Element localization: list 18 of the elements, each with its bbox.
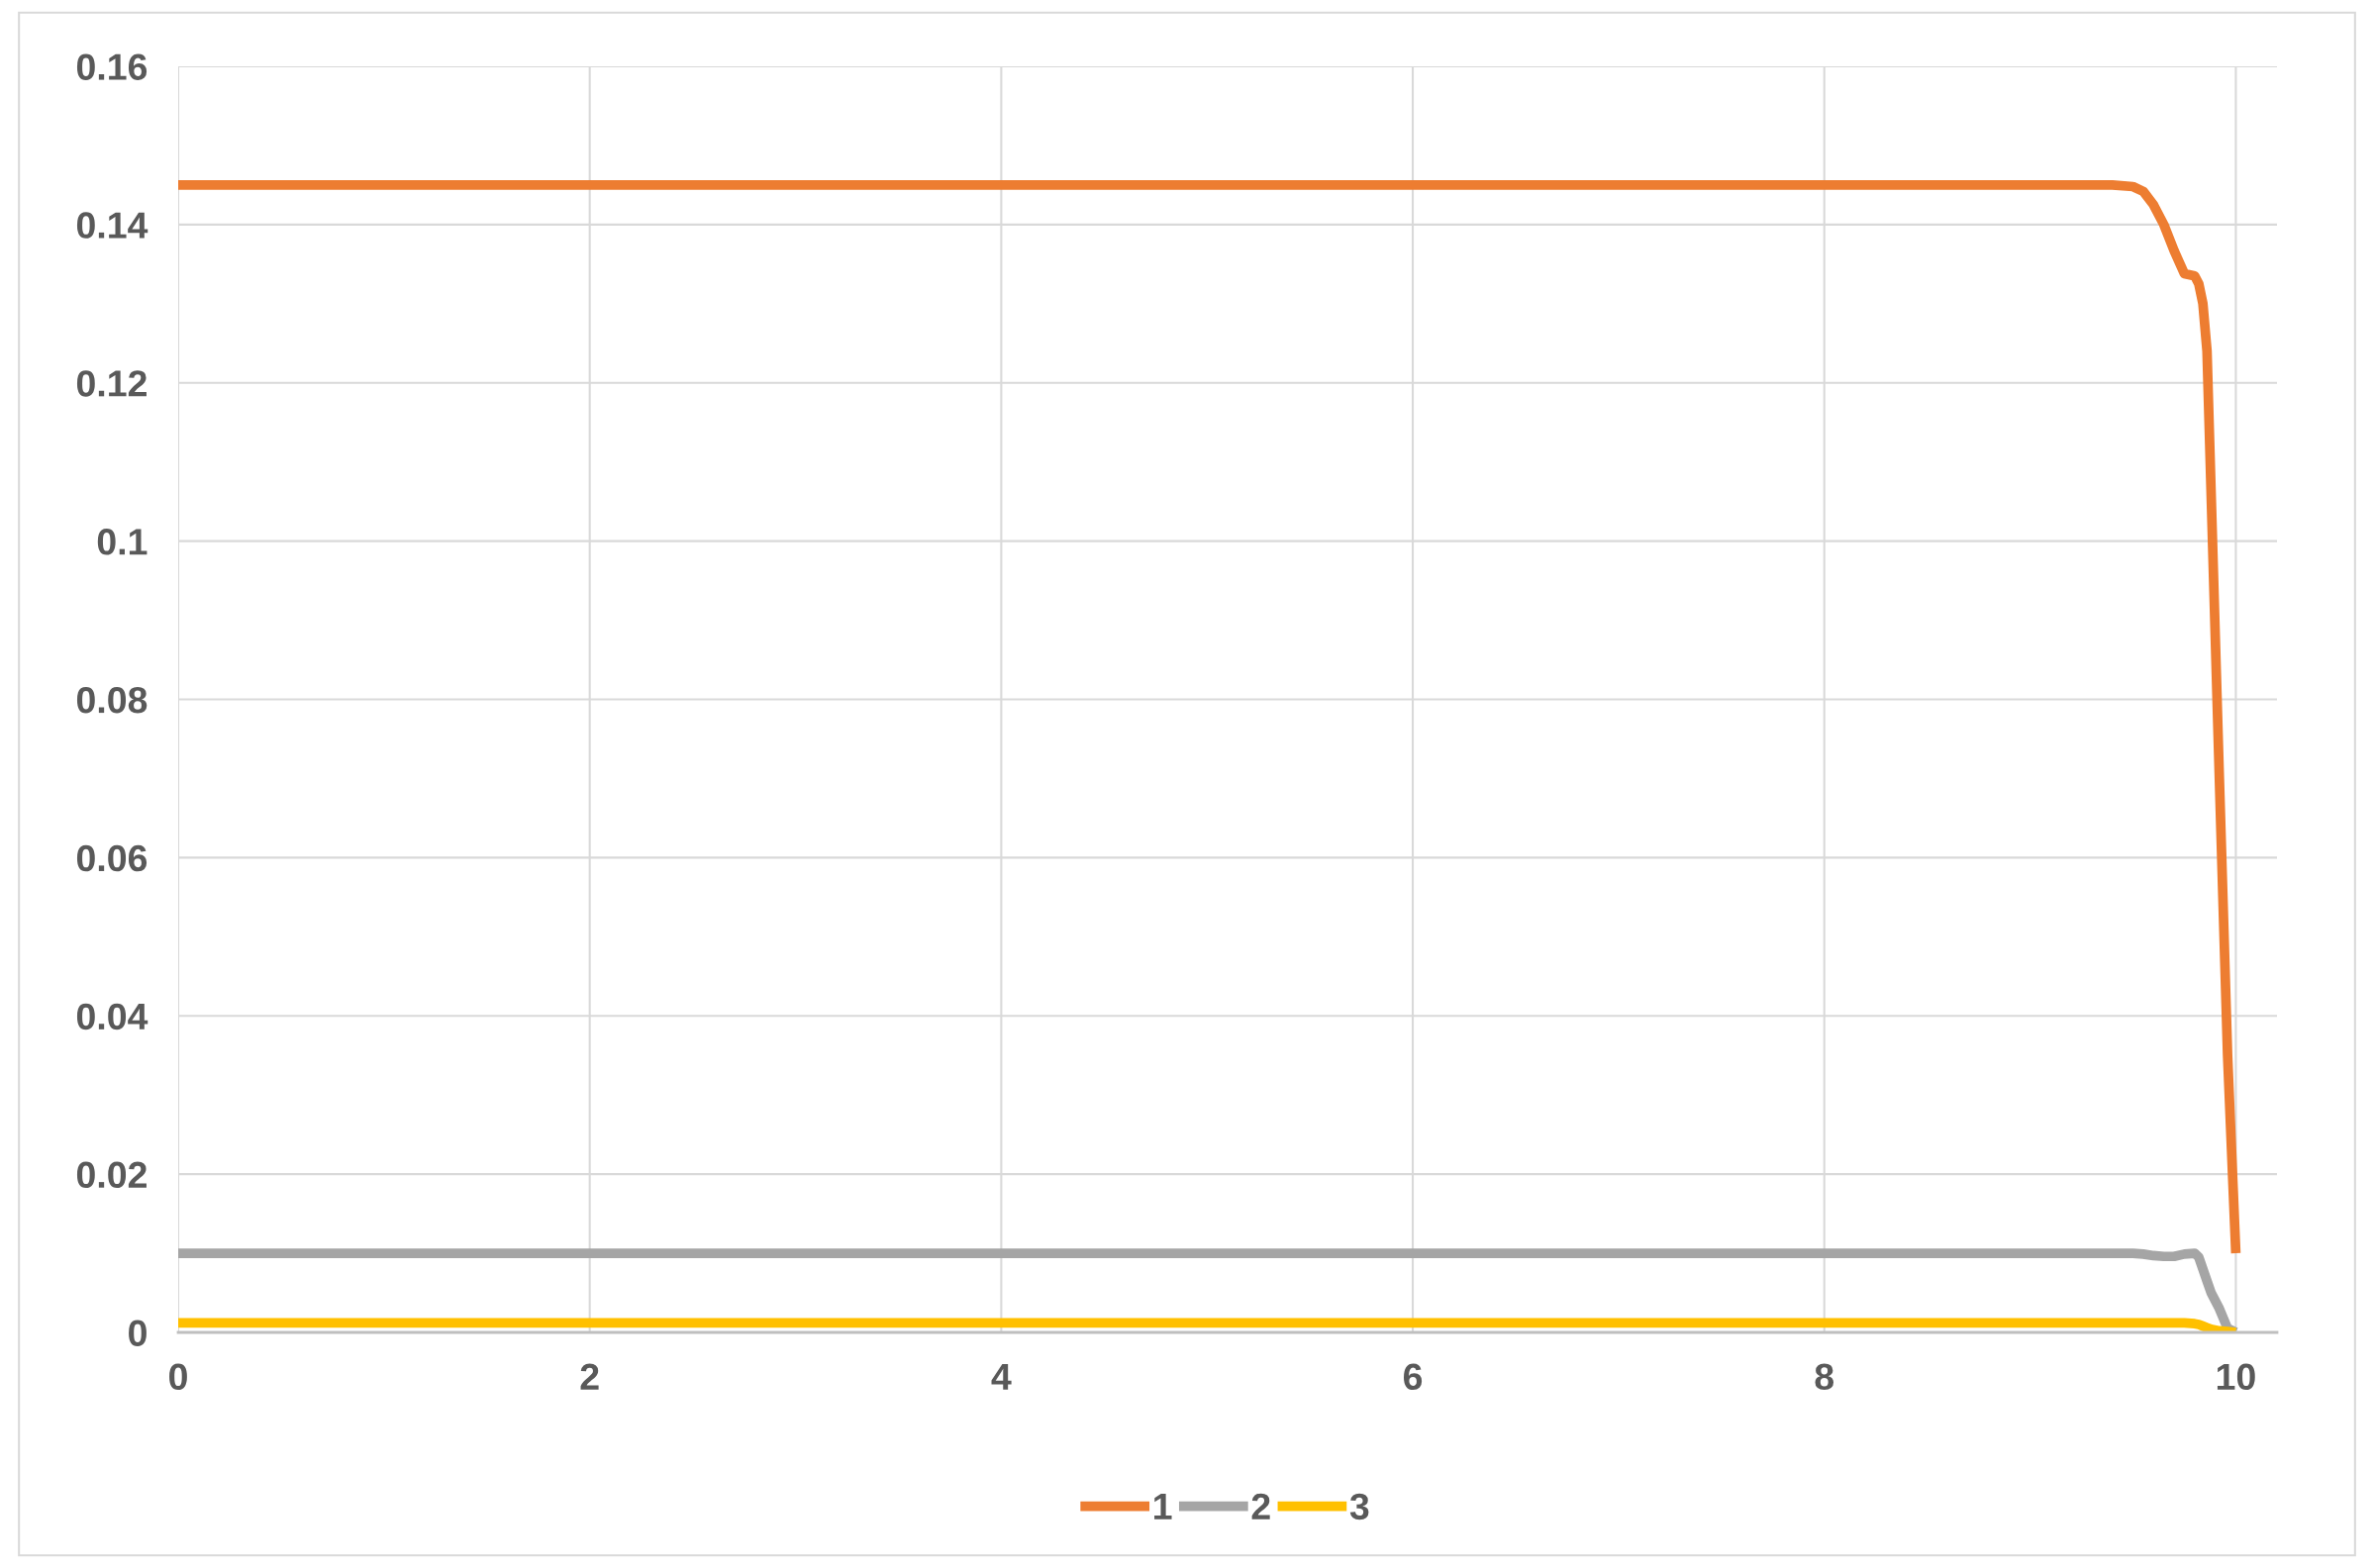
y-tick-label: 0 — [129, 1320, 147, 1346]
y-tick-label: 0.16 — [76, 53, 148, 80]
y-tick-label: 0.02 — [76, 1161, 147, 1189]
x-tick-label: 4 — [991, 1363, 1012, 1390]
legend-label: 1 — [1154, 1494, 1172, 1519]
x-tick-label: 10 — [2217, 1363, 2255, 1391]
x-tick-label: 2 — [580, 1363, 599, 1390]
y-tick-label: 0.06 — [76, 844, 148, 872]
y-tick-label: 0.1 — [97, 529, 148, 555]
y-tick-label: 0.08 — [76, 686, 148, 714]
y-tick-label: 0.12 — [76, 370, 147, 397]
x-tick-label: 8 — [1815, 1363, 1834, 1391]
legend-label: 3 — [1349, 1493, 1369, 1520]
legend-label: 2 — [1251, 1493, 1270, 1519]
x-tick-label: 0 — [169, 1363, 187, 1391]
y-tick-label: 0.04 — [76, 1003, 148, 1030]
x-tick-label: 6 — [1404, 1363, 1423, 1391]
y-tick-label: 0.14 — [76, 212, 148, 239]
